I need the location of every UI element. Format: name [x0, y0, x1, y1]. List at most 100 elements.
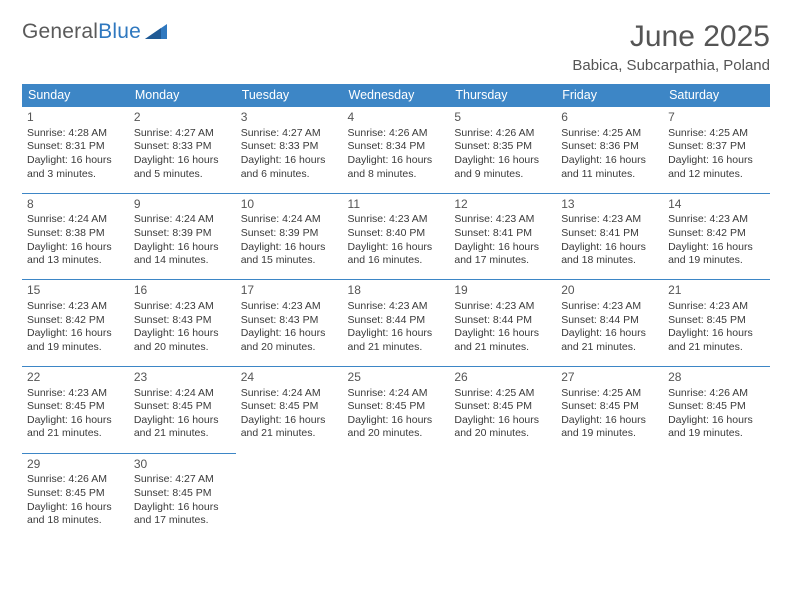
day-cell: 7Sunrise: 4:25 AMSunset: 8:37 PMDaylight… [663, 107, 770, 188]
daylight-text: Daylight: 16 hours and 20 minutes. [134, 327, 231, 354]
day-number: 27 [561, 370, 658, 386]
daylight-text: Daylight: 16 hours and 21 minutes. [241, 414, 338, 441]
sunset-text: Sunset: 8:45 PM [27, 400, 124, 414]
sunset-text: Sunset: 8:45 PM [561, 400, 658, 414]
day-number: 21 [668, 283, 765, 299]
day-cell [556, 453, 663, 534]
week-row: 15Sunrise: 4:23 AMSunset: 8:42 PMDayligh… [22, 280, 770, 361]
sunrise-text: Sunrise: 4:24 AM [241, 387, 338, 401]
calendar-table: SundayMondayTuesdayWednesdayThursdayFrid… [22, 84, 770, 534]
sunrise-text: Sunrise: 4:23 AM [668, 300, 765, 314]
day-number: 30 [134, 457, 231, 473]
location: Babica, Subcarpathia, Poland [572, 57, 770, 74]
sunrise-text: Sunrise: 4:24 AM [27, 213, 124, 227]
day-cell: 25Sunrise: 4:24 AMSunset: 8:45 PMDayligh… [343, 366, 450, 447]
day-number: 7 [668, 110, 765, 126]
sunrise-text: Sunrise: 4:26 AM [27, 473, 124, 487]
sunrise-text: Sunrise: 4:25 AM [561, 127, 658, 141]
day-number: 23 [134, 370, 231, 386]
sunset-text: Sunset: 8:37 PM [668, 140, 765, 154]
day-number: 18 [348, 283, 445, 299]
sunset-text: Sunset: 8:41 PM [454, 227, 551, 241]
day-number: 13 [561, 197, 658, 213]
daylight-text: Daylight: 16 hours and 20 minutes. [241, 327, 338, 354]
sunrise-text: Sunrise: 4:23 AM [134, 300, 231, 314]
day-cell [343, 453, 450, 534]
day-cell: 23Sunrise: 4:24 AMSunset: 8:45 PMDayligh… [129, 366, 236, 447]
weekday-header: Monday [129, 84, 236, 107]
day-cell: 3Sunrise: 4:27 AMSunset: 8:33 PMDaylight… [236, 107, 343, 188]
weekday-header: Wednesday [343, 84, 450, 107]
day-cell [449, 453, 556, 534]
sunset-text: Sunset: 8:33 PM [241, 140, 338, 154]
day-number: 2 [134, 110, 231, 126]
logo-word1: General [22, 20, 98, 43]
daylight-text: Daylight: 16 hours and 20 minutes. [454, 414, 551, 441]
daylight-text: Daylight: 16 hours and 21 minutes. [27, 414, 124, 441]
day-number: 20 [561, 283, 658, 299]
day-number: 9 [134, 197, 231, 213]
sunrise-text: Sunrise: 4:23 AM [27, 387, 124, 401]
sunrise-text: Sunrise: 4:23 AM [241, 300, 338, 314]
sunset-text: Sunset: 8:31 PM [27, 140, 124, 154]
daylight-text: Daylight: 16 hours and 18 minutes. [27, 501, 124, 528]
day-cell: 1Sunrise: 4:28 AMSunset: 8:31 PMDaylight… [22, 107, 129, 188]
day-cell: 28Sunrise: 4:26 AMSunset: 8:45 PMDayligh… [663, 366, 770, 447]
daylight-text: Daylight: 16 hours and 21 minutes. [134, 414, 231, 441]
weekday-header: Saturday [663, 84, 770, 107]
weekday-header: Friday [556, 84, 663, 107]
sunrise-text: Sunrise: 4:23 AM [348, 213, 445, 227]
daylight-text: Daylight: 16 hours and 18 minutes. [561, 241, 658, 268]
day-number: 19 [454, 283, 551, 299]
daylight-text: Daylight: 16 hours and 21 minutes. [454, 327, 551, 354]
sunset-text: Sunset: 8:43 PM [241, 314, 338, 328]
daylight-text: Daylight: 16 hours and 17 minutes. [454, 241, 551, 268]
sunrise-text: Sunrise: 4:24 AM [134, 387, 231, 401]
sunrise-text: Sunrise: 4:27 AM [134, 473, 231, 487]
daylight-text: Daylight: 16 hours and 15 minutes. [241, 241, 338, 268]
day-number: 11 [348, 197, 445, 213]
day-number: 8 [27, 197, 124, 213]
day-cell: 8Sunrise: 4:24 AMSunset: 8:38 PMDaylight… [22, 193, 129, 274]
weekday-header: Sunday [22, 84, 129, 107]
week-row: 22Sunrise: 4:23 AMSunset: 8:45 PMDayligh… [22, 366, 770, 447]
daylight-text: Daylight: 16 hours and 12 minutes. [668, 154, 765, 181]
sunrise-text: Sunrise: 4:26 AM [668, 387, 765, 401]
sunrise-text: Sunrise: 4:25 AM [668, 127, 765, 141]
day-cell: 13Sunrise: 4:23 AMSunset: 8:41 PMDayligh… [556, 193, 663, 274]
sunrise-text: Sunrise: 4:23 AM [561, 213, 658, 227]
sunrise-text: Sunrise: 4:23 AM [454, 300, 551, 314]
day-number: 28 [668, 370, 765, 386]
sunset-text: Sunset: 8:38 PM [27, 227, 124, 241]
daylight-text: Daylight: 16 hours and 19 minutes. [27, 327, 124, 354]
day-number: 25 [348, 370, 445, 386]
daylight-text: Daylight: 16 hours and 5 minutes. [134, 154, 231, 181]
sunrise-text: Sunrise: 4:23 AM [27, 300, 124, 314]
daylight-text: Daylight: 16 hours and 20 minutes. [348, 414, 445, 441]
day-number: 26 [454, 370, 551, 386]
day-number: 22 [27, 370, 124, 386]
daylight-text: Daylight: 16 hours and 19 minutes. [668, 241, 765, 268]
logo-triangle-icon [145, 21, 167, 44]
sunset-text: Sunset: 8:45 PM [27, 487, 124, 501]
daylight-text: Daylight: 16 hours and 13 minutes. [27, 241, 124, 268]
sunset-text: Sunset: 8:42 PM [668, 227, 765, 241]
sunrise-text: Sunrise: 4:24 AM [134, 213, 231, 227]
day-cell: 12Sunrise: 4:23 AMSunset: 8:41 PMDayligh… [449, 193, 556, 274]
day-number: 16 [134, 283, 231, 299]
day-cell: 6Sunrise: 4:25 AMSunset: 8:36 PMDaylight… [556, 107, 663, 188]
day-cell: 9Sunrise: 4:24 AMSunset: 8:39 PMDaylight… [129, 193, 236, 274]
week-row: 29Sunrise: 4:26 AMSunset: 8:45 PMDayligh… [22, 453, 770, 534]
daylight-text: Daylight: 16 hours and 14 minutes. [134, 241, 231, 268]
day-number: 5 [454, 110, 551, 126]
daylight-text: Daylight: 16 hours and 19 minutes. [561, 414, 658, 441]
sunset-text: Sunset: 8:43 PM [134, 314, 231, 328]
day-cell [663, 453, 770, 534]
day-number: 4 [348, 110, 445, 126]
header: GeneralBlue June 2025 Babica, Subcarpath… [22, 20, 770, 74]
daylight-text: Daylight: 16 hours and 16 minutes. [348, 241, 445, 268]
sunset-text: Sunset: 8:45 PM [668, 314, 765, 328]
logo-text: GeneralBlue [22, 20, 141, 44]
daylight-text: Daylight: 16 hours and 19 minutes. [668, 414, 765, 441]
day-cell: 27Sunrise: 4:25 AMSunset: 8:45 PMDayligh… [556, 366, 663, 447]
